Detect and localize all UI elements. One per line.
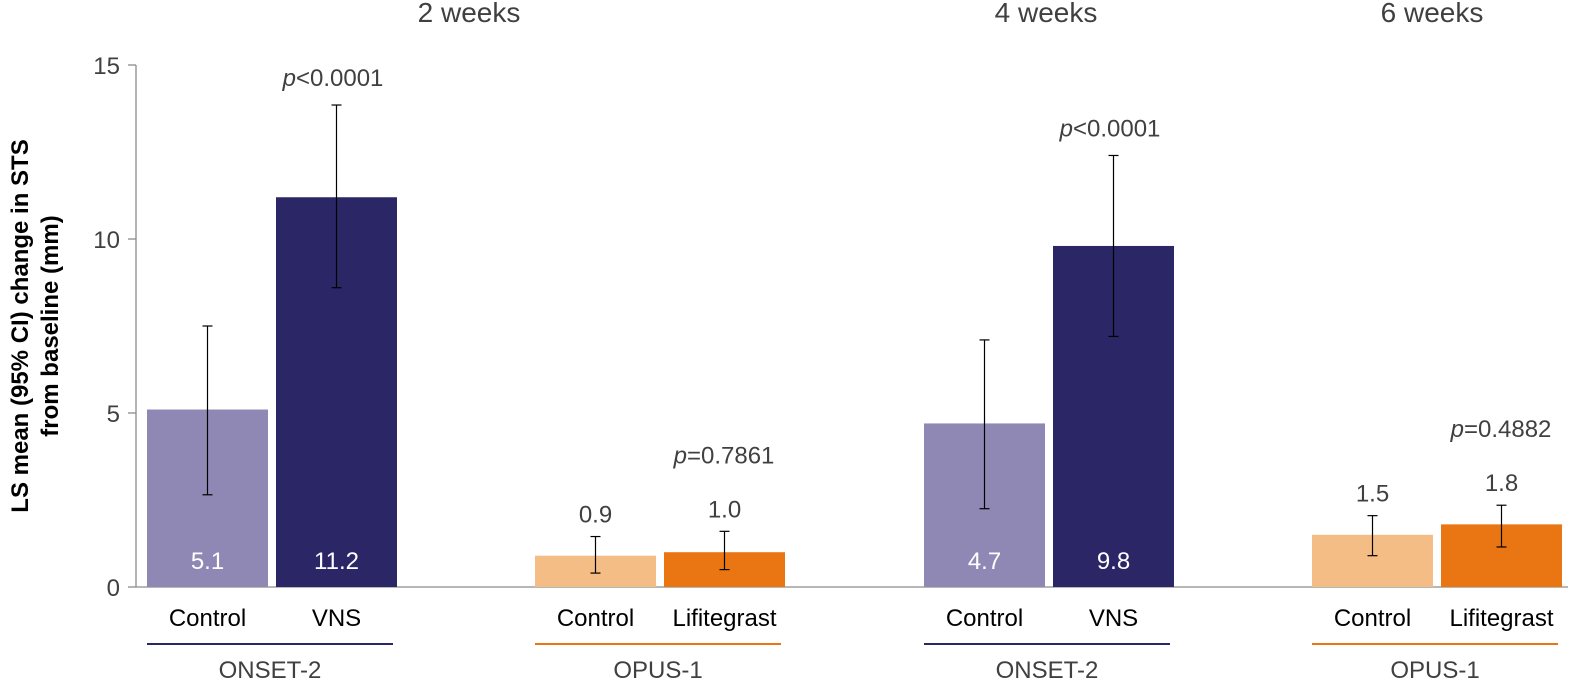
category-label: Control xyxy=(1334,605,1411,632)
data-label: 1.0 xyxy=(708,496,741,523)
p-value-number: =0.7861 xyxy=(687,442,774,469)
data-label: 9.8 xyxy=(1097,548,1130,575)
p-value-number: <0.0001 xyxy=(296,65,383,92)
category-label: Lifitegrast xyxy=(1449,605,1553,632)
category-label: Control xyxy=(946,605,1023,632)
y-tick-label: 15 xyxy=(93,53,120,80)
study-label: ONSET-2 xyxy=(219,657,322,684)
study-label: ONSET-2 xyxy=(996,657,1099,684)
y-axis-label-line: LS mean (95% CI) change in STS xyxy=(7,139,34,512)
category-label: Lifitegrast xyxy=(672,605,776,632)
category-label: VNS xyxy=(1089,605,1138,632)
y-tick-label: 0 xyxy=(107,575,120,602)
data-label: 5.1 xyxy=(191,548,224,575)
data-label: 11.2 xyxy=(314,548,359,575)
y-axis-label: LS mean (95% CI) change in STS from basel… xyxy=(7,139,64,512)
y-axis-label-line: from baseline (mm) xyxy=(37,215,64,436)
p-value-prefix: p xyxy=(673,442,687,469)
y-tick-label: 5 xyxy=(107,401,120,428)
p-value: p=0.4882 xyxy=(1450,416,1552,443)
study-label: OPUS-1 xyxy=(613,657,702,684)
data-label: 4.7 xyxy=(968,548,1001,575)
p-value-prefix: p xyxy=(1450,416,1464,443)
category-label: Control xyxy=(557,605,634,632)
data-label: 0.9 xyxy=(579,502,612,529)
p-value-prefix: p xyxy=(282,65,296,92)
category-label: Control xyxy=(169,605,246,632)
p-value-number: <0.0001 xyxy=(1073,115,1160,142)
timepoint-label: 6 weeks xyxy=(1381,0,1484,28)
timepoint-label: 4 weeks xyxy=(995,0,1098,28)
p-value: p=0.7861 xyxy=(673,442,775,469)
timepoint-label: 2 weeks xyxy=(418,0,521,28)
y-tick-label: 10 xyxy=(93,227,120,254)
p-value: p<0.0001 xyxy=(1059,115,1161,142)
p-value: p<0.0001 xyxy=(282,65,384,92)
p-value-number: =0.4882 xyxy=(1464,416,1551,443)
data-label: 1.5 xyxy=(1356,481,1389,508)
category-label: VNS xyxy=(312,605,361,632)
p-value-prefix: p xyxy=(1059,115,1073,142)
study-label: OPUS-1 xyxy=(1390,657,1479,684)
data-label: 1.8 xyxy=(1485,470,1518,497)
